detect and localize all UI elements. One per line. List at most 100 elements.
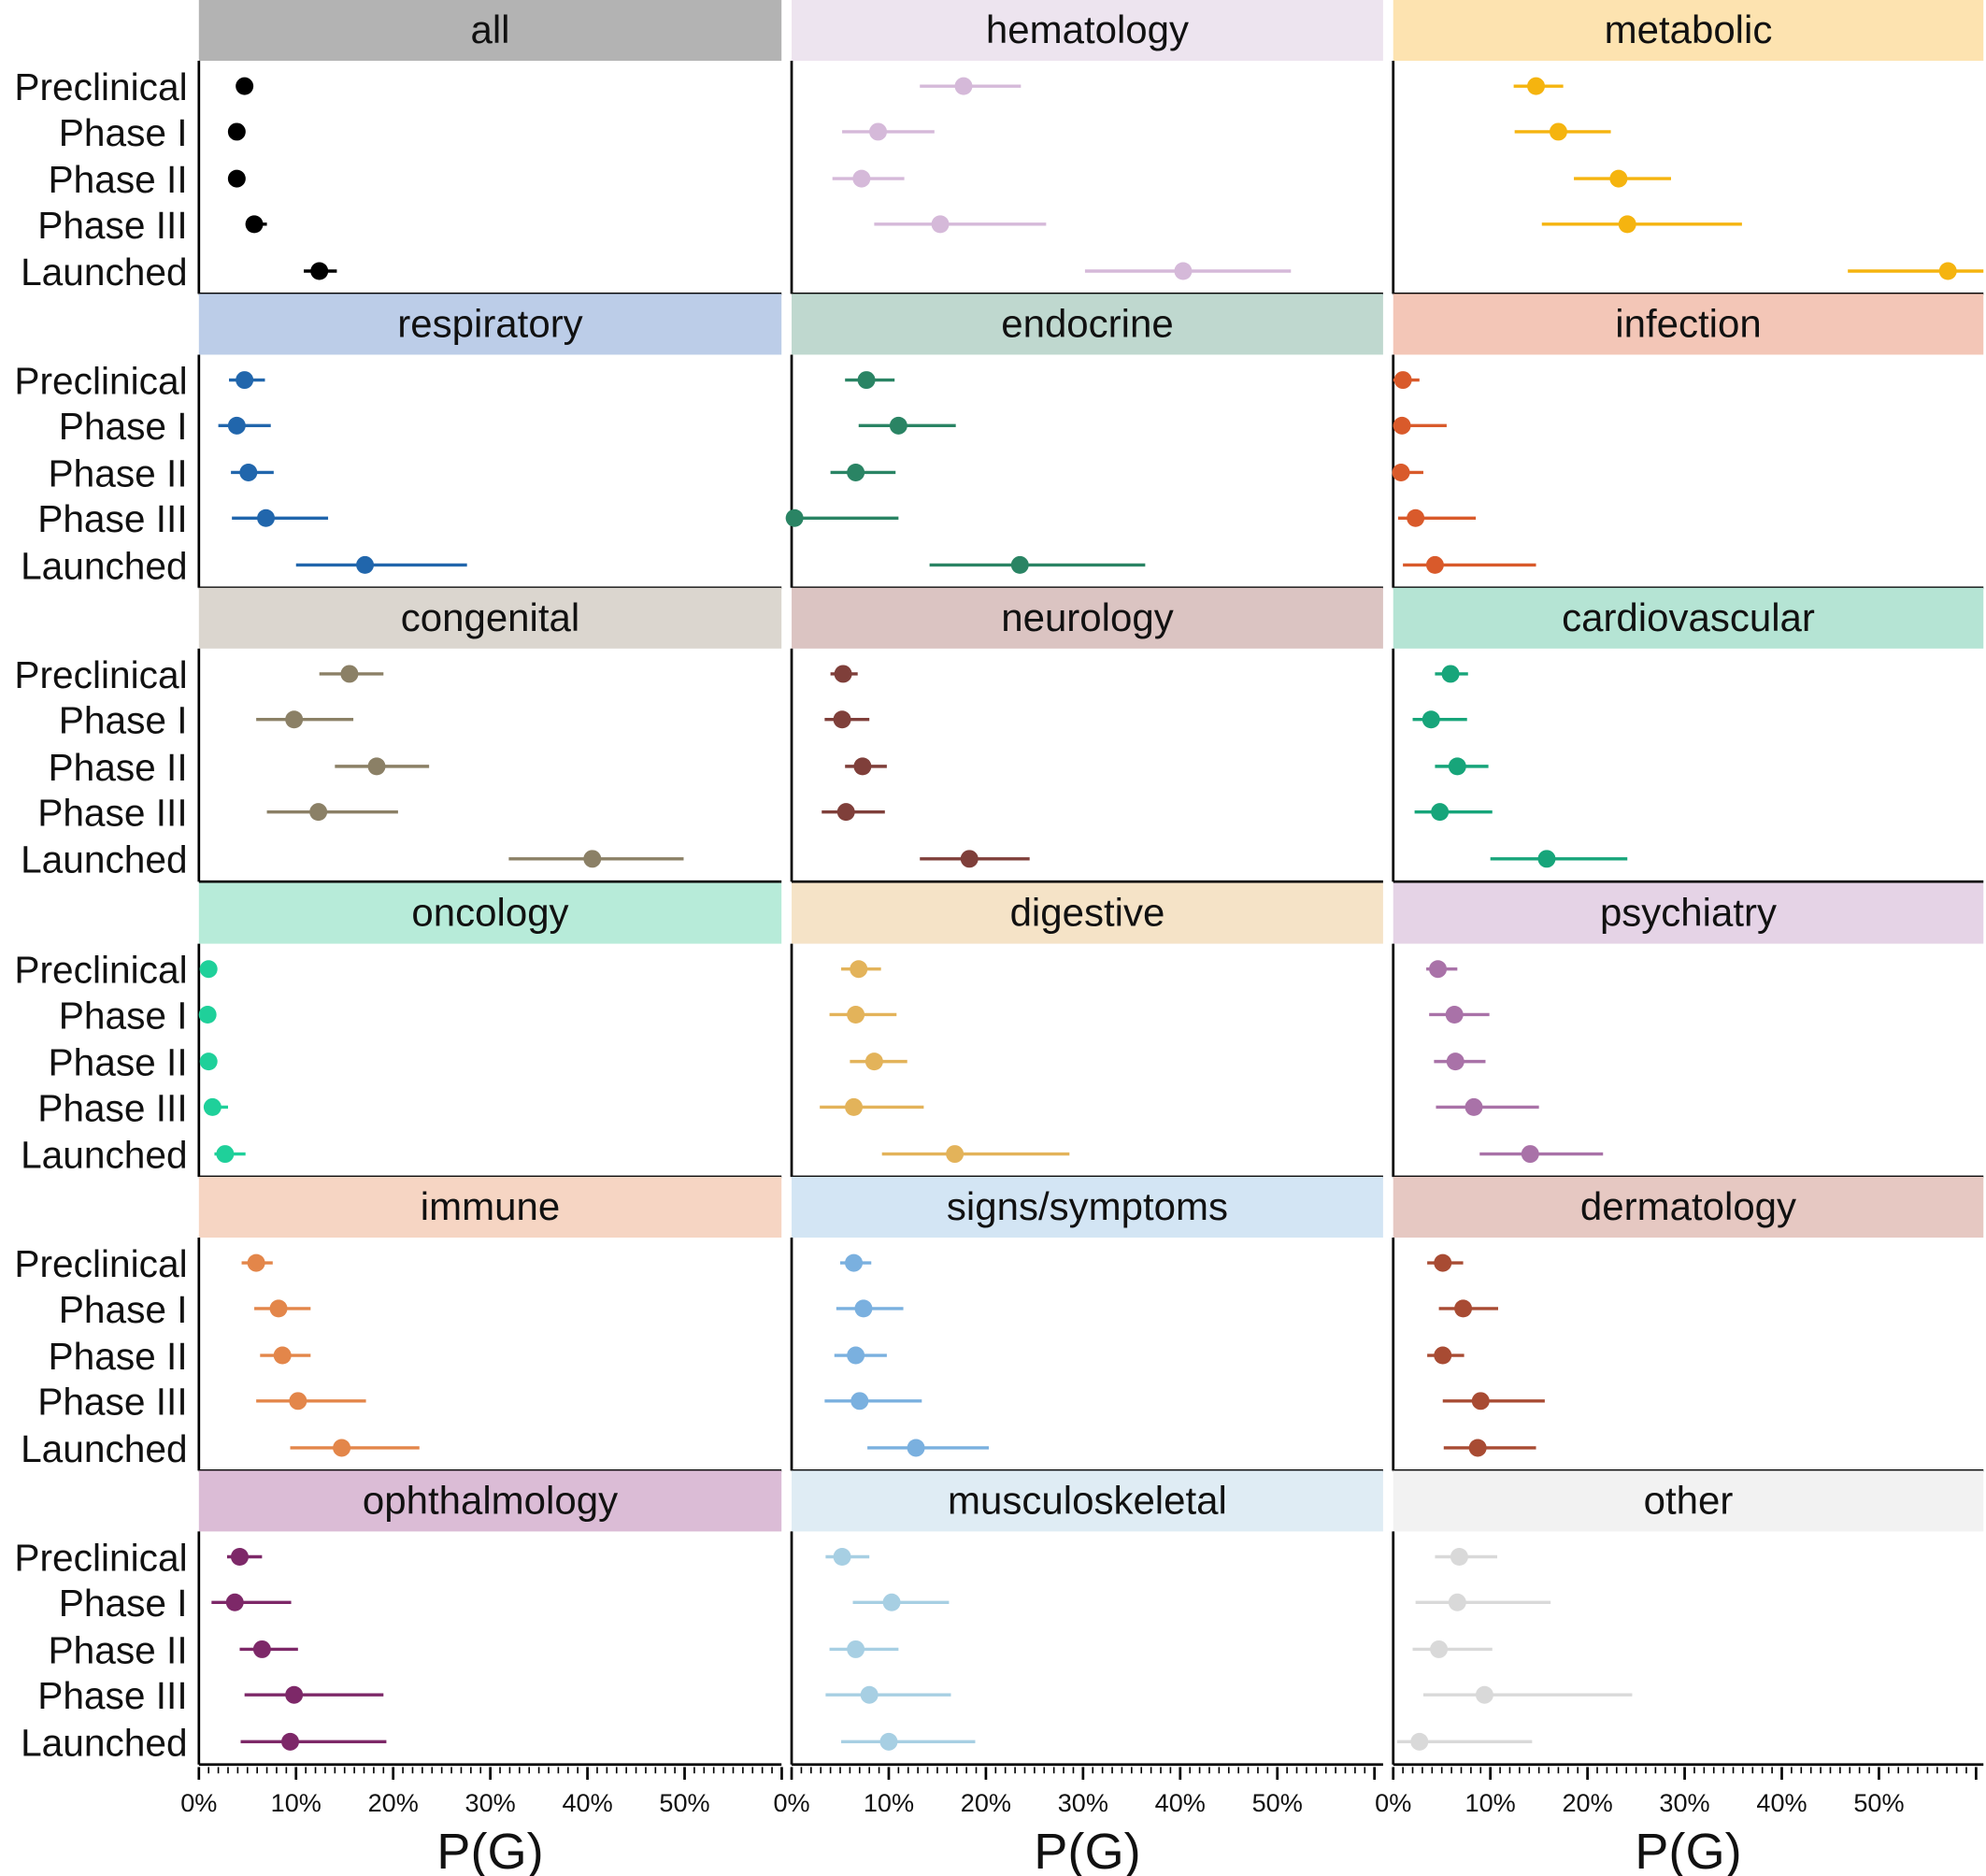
data-point — [1434, 1253, 1452, 1272]
data-point — [1537, 850, 1556, 868]
panel-header — [1393, 1176, 1984, 1238]
data-point — [834, 665, 852, 683]
data-point — [1938, 262, 1957, 280]
data-point — [1407, 508, 1425, 527]
x-axis-title: P(G) — [1635, 1824, 1741, 1876]
x-tick-label: 20% — [1562, 1788, 1612, 1817]
y-tick-label: Preclinical — [14, 359, 187, 402]
x-tick-label: 0% — [773, 1788, 809, 1817]
data-point — [252, 1640, 271, 1658]
data-point — [273, 1346, 292, 1365]
panel-header — [198, 1470, 782, 1532]
x-tick-label: 30% — [1659, 1788, 1709, 1817]
data-point — [199, 1053, 218, 1071]
data-point — [960, 850, 979, 868]
data-point — [1475, 1685, 1493, 1704]
data-point — [853, 757, 872, 776]
panel-header — [198, 0, 782, 62]
data-point — [857, 371, 876, 390]
y-tick-label: Phase II — [49, 451, 188, 494]
data-point — [1521, 1145, 1539, 1164]
y-tick-label: Preclinical — [14, 1536, 187, 1579]
data-point — [833, 710, 851, 729]
data-point — [285, 710, 304, 729]
data-point — [245, 215, 264, 234]
panel-header — [792, 294, 1383, 355]
x-tick-label: 10% — [864, 1788, 914, 1817]
data-point — [216, 1145, 235, 1164]
data-point — [850, 960, 868, 979]
y-tick-label: Phase I — [59, 111, 188, 154]
data-point — [854, 1299, 873, 1318]
x-tick-label: 50% — [659, 1788, 709, 1817]
data-point — [257, 508, 276, 527]
data-point — [1609, 169, 1628, 188]
data-point — [1174, 262, 1193, 280]
data-point — [1454, 1299, 1473, 1318]
x-tick-label: 20% — [961, 1788, 1011, 1817]
y-tick-label: Preclinical — [14, 65, 187, 108]
panel-header — [792, 1176, 1383, 1238]
x-tick-label: 30% — [465, 1788, 516, 1817]
y-tick-label: Launched — [21, 838, 188, 881]
y-tick-label: Phase III — [37, 1381, 187, 1424]
panel-header — [1393, 587, 1984, 649]
panel-title: endocrine — [1001, 301, 1173, 345]
data-point — [1422, 710, 1440, 729]
x-tick-label: 10% — [271, 1788, 321, 1817]
panel-title: metabolic — [1605, 7, 1773, 51]
y-tick-label: Phase I — [59, 1582, 188, 1625]
data-point — [869, 122, 888, 141]
data-point — [785, 508, 804, 527]
data-point — [239, 463, 258, 481]
data-point — [1393, 371, 1412, 390]
y-tick-label: Phase II — [49, 746, 188, 789]
panel-title: other — [1644, 1478, 1734, 1522]
data-point — [310, 262, 329, 280]
data-point — [1410, 1732, 1429, 1751]
data-point — [1441, 665, 1460, 683]
data-point — [1618, 215, 1636, 234]
data-point — [946, 1145, 964, 1164]
data-point — [1468, 1439, 1487, 1457]
y-tick-label: Phase III — [37, 792, 187, 835]
y-tick-label: Preclinical — [14, 949, 187, 992]
data-point — [836, 803, 855, 822]
panel-title: signs/symptoms — [947, 1184, 1228, 1228]
panel-title: hematology — [986, 7, 1189, 51]
data-point — [269, 1299, 288, 1318]
panel-header — [1393, 1470, 1984, 1532]
data-point — [1445, 1006, 1464, 1024]
y-tick-label: Phase II — [49, 158, 188, 201]
panel-header — [792, 1470, 1383, 1532]
data-point — [1392, 463, 1410, 481]
data-point — [1431, 803, 1450, 822]
data-point — [367, 757, 386, 776]
data-point — [247, 1253, 265, 1272]
data-point — [583, 850, 602, 868]
data-point — [879, 1732, 898, 1751]
data-point — [1425, 555, 1444, 574]
panel-header — [1393, 0, 1984, 62]
data-point — [1446, 1053, 1464, 1071]
x-tick-label: 0% — [180, 1788, 217, 1817]
data-point — [203, 1097, 221, 1116]
data-point — [356, 555, 375, 574]
y-tick-label: Phase III — [37, 1674, 187, 1717]
panel-header — [198, 294, 782, 355]
panel-title: cardiovascular — [1562, 595, 1815, 639]
panel-title: dermatology — [1580, 1184, 1796, 1228]
data-point — [236, 77, 254, 95]
y-tick-label: Launched — [21, 1133, 188, 1176]
data-point — [198, 1006, 217, 1024]
data-point — [230, 1548, 249, 1566]
y-tick-label: Phase III — [37, 1086, 187, 1129]
y-tick-label: Phase II — [49, 1628, 188, 1671]
data-point — [889, 416, 907, 435]
panel-header — [198, 587, 782, 649]
data-point — [1430, 1640, 1449, 1658]
panel-title: neurology — [1001, 595, 1173, 639]
data-point — [852, 169, 871, 188]
data-point — [199, 960, 218, 979]
data-point — [1464, 1097, 1483, 1116]
